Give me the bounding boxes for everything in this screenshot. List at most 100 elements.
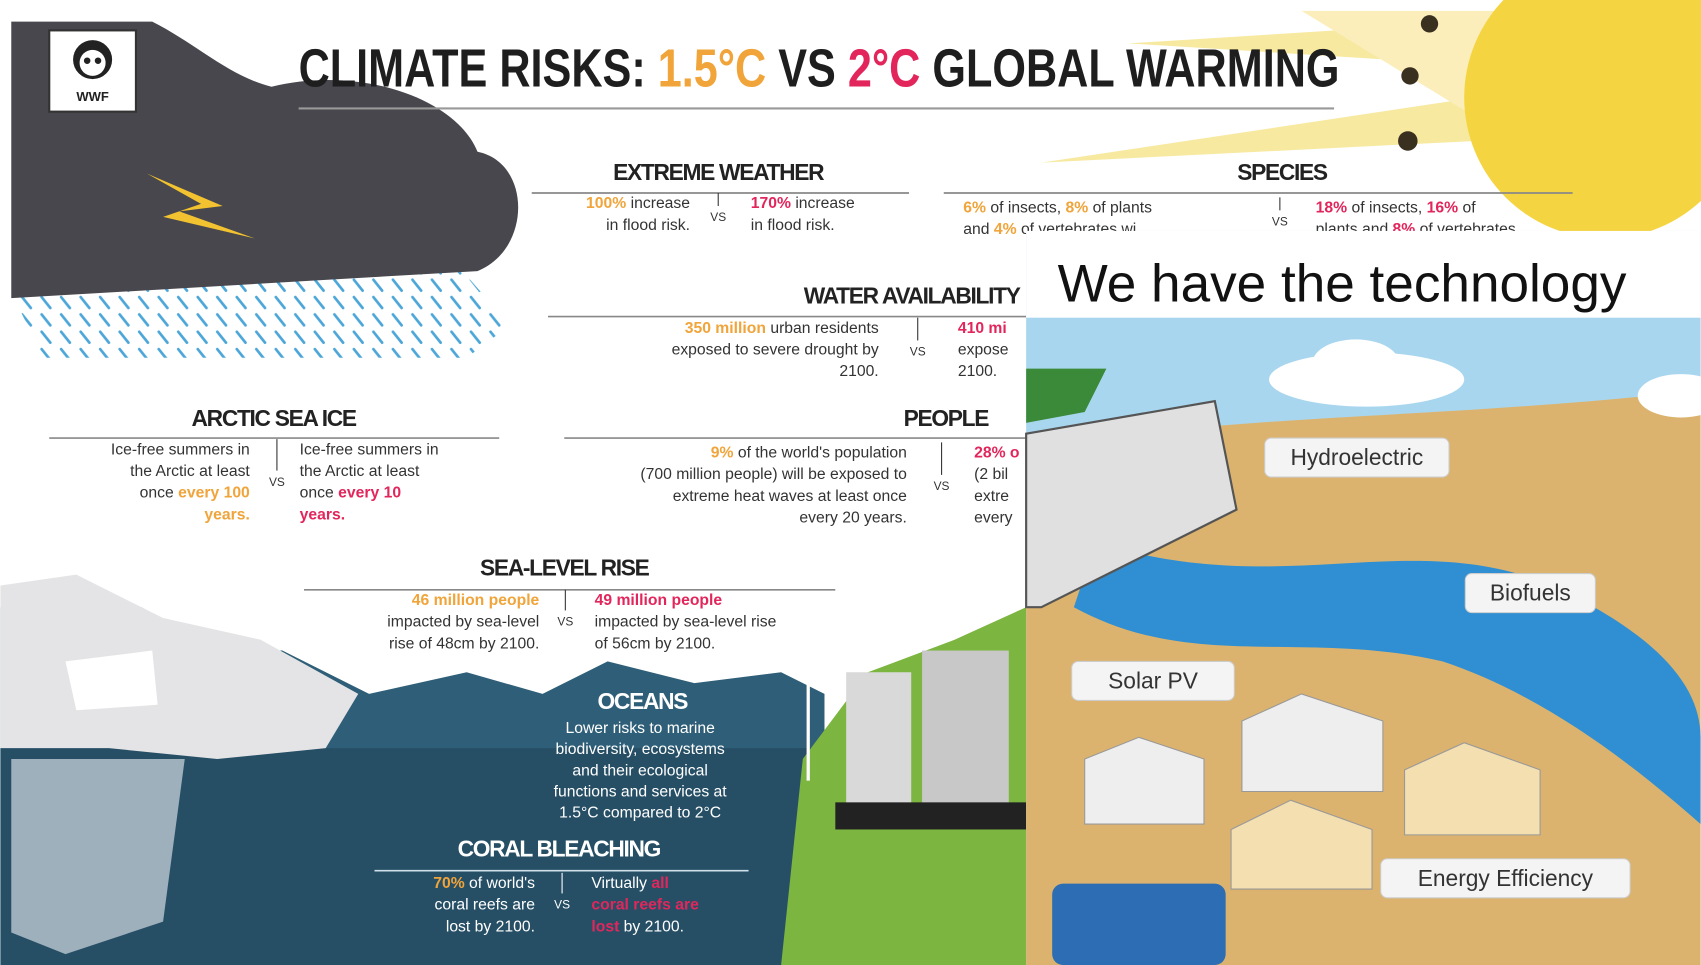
highlight: 170% [751, 195, 791, 212]
text-segment: by 2100. [619, 918, 684, 935]
highlight: 8% [1065, 200, 1088, 217]
body-line: every 20 years. [799, 510, 906, 527]
text-segment: of [1458, 200, 1476, 217]
text-segment: of plants [1088, 200, 1152, 217]
highlight: 100% [586, 195, 626, 212]
highlight: 46 million people [412, 592, 540, 609]
body-line: coral reefs are [591, 897, 699, 914]
body-line: functions and services at [554, 783, 728, 800]
highlight: 18% [1316, 200, 1347, 217]
body-line: Virtually all [591, 875, 668, 892]
tech-label: Biofuels [1490, 580, 1571, 606]
body-line: of 56cm by 2100. [595, 635, 716, 652]
body-line: (700 million people) will be exposed to [640, 466, 907, 483]
text-segment: of world's [465, 875, 535, 892]
body-line: 100% increase [586, 195, 690, 212]
highlight: 9% [711, 445, 734, 462]
body-line: every [974, 510, 1013, 527]
body-line: exposed to severe drought by [672, 342, 879, 359]
section-title: OCEANS [598, 688, 689, 714]
body-line: years. [300, 506, 345, 523]
body-line: Lower risks to marine [565, 720, 715, 737]
body-line: rise of 48cm by 2100. [389, 635, 539, 652]
highlight: all [651, 875, 668, 892]
body-line: coral reefs are [435, 897, 536, 914]
tech-label: Hydroelectric [1290, 444, 1423, 470]
body-line: 70% of world's [433, 875, 535, 892]
body-line: the Arctic at least [300, 463, 420, 480]
body-line: 2100. [839, 363, 878, 380]
section-title: SEA-LEVEL RISE [480, 555, 650, 581]
highlight: 4% [994, 221, 1017, 238]
body-line: in flood risk. [751, 217, 835, 234]
highlight: 410 mi [958, 320, 1007, 337]
body-line: in flood risk. [606, 217, 690, 234]
body-line: 49 million people [595, 592, 723, 609]
body-line: expose [958, 342, 1009, 359]
highlight: 16% [1427, 200, 1458, 217]
highlight: years. [204, 506, 249, 523]
text-segment: increase [791, 195, 855, 212]
text-segment: of insects, [986, 200, 1066, 217]
text-segment: urban residents [766, 320, 879, 337]
title-low: 1.5°C [658, 39, 767, 99]
highlight: 350 million [685, 320, 766, 337]
technology-panel: We have the technology [1026, 231, 1701, 965]
section-title: CORAL BLEACHING [458, 836, 661, 862]
main-title: CLIMATE RISKS: 1.5°C VS 2°C GLOBAL WARMI… [299, 39, 1340, 99]
body-line: 18% of insects, 16% of [1316, 200, 1477, 217]
body-line: once every 10 [300, 485, 402, 502]
body-line: and their ecological [572, 762, 707, 779]
body-line: 1.5°C compared to 2°C [559, 805, 721, 822]
highlight: years. [300, 506, 345, 523]
highlight: every 10 [338, 485, 401, 502]
section-title: WATER AVAILABILITY [804, 283, 1021, 309]
body-line: extreme heat waves at least once [673, 488, 907, 505]
page: { "header": { "logo": "WWF", "title_pref… [0, 0, 1701, 965]
text-segment: once [140, 485, 178, 502]
highlight: coral reefs are [591, 897, 699, 914]
body-line: lost by 2100. [446, 918, 535, 935]
title-part: CLIMATE RISKS: [299, 39, 658, 99]
body-line: 350 million urban residents [685, 320, 879, 337]
section-title: EXTREME WEATHER [613, 159, 824, 185]
highlight: 28% o [974, 445, 1019, 462]
section-title: PEOPLE [904, 405, 990, 431]
text-segment: once [300, 485, 338, 502]
body-line: 410 mi [958, 320, 1007, 337]
vs-label: VS [934, 479, 950, 493]
body-line: 9% of the world's population [711, 445, 907, 462]
body-line: the Arctic at least [130, 463, 250, 480]
section-title: SPECIES [1237, 159, 1328, 185]
body-line: 170% increase [751, 195, 855, 212]
text-segment: and [963, 221, 994, 238]
text-segment: of insects, [1347, 200, 1427, 217]
tech-label: Solar PV [1108, 668, 1199, 694]
body-line: 28% o [974, 445, 1019, 462]
body-line: impacted by sea-level rise [595, 614, 777, 631]
vs-label: VS [710, 210, 726, 224]
title-high: 2°C [848, 39, 920, 99]
body-line: 2100. [958, 363, 997, 380]
text-segment: increase [626, 195, 690, 212]
vs-label: VS [557, 615, 573, 629]
section-title: ARCTIC SEA ICE [192, 405, 357, 431]
body-line: years. [204, 506, 249, 523]
technology-title: We have the technology [1058, 254, 1627, 313]
highlight: 6% [963, 200, 986, 217]
tech-label: Energy Efficiency [1418, 865, 1594, 891]
body-line: lost by 2100. [591, 918, 684, 935]
text-segment: of the world's population [733, 445, 906, 462]
vs-label: VS [1272, 215, 1288, 229]
title-part: GLOBAL WARMING [920, 39, 1339, 99]
wwf-logo: WWF [49, 30, 136, 111]
text-segment: Virtually [591, 875, 651, 892]
body-line: once every 100 [140, 485, 250, 502]
vs-label: VS [554, 898, 570, 912]
body-line: Ice-free summers in [300, 441, 439, 458]
body-line: (2 bil [974, 466, 1008, 483]
body-line: extre [974, 488, 1009, 505]
title-part: VS [766, 39, 848, 99]
body-line: 6% of insects, 8% of plants [963, 200, 1152, 217]
highlight: 70% [433, 875, 464, 892]
